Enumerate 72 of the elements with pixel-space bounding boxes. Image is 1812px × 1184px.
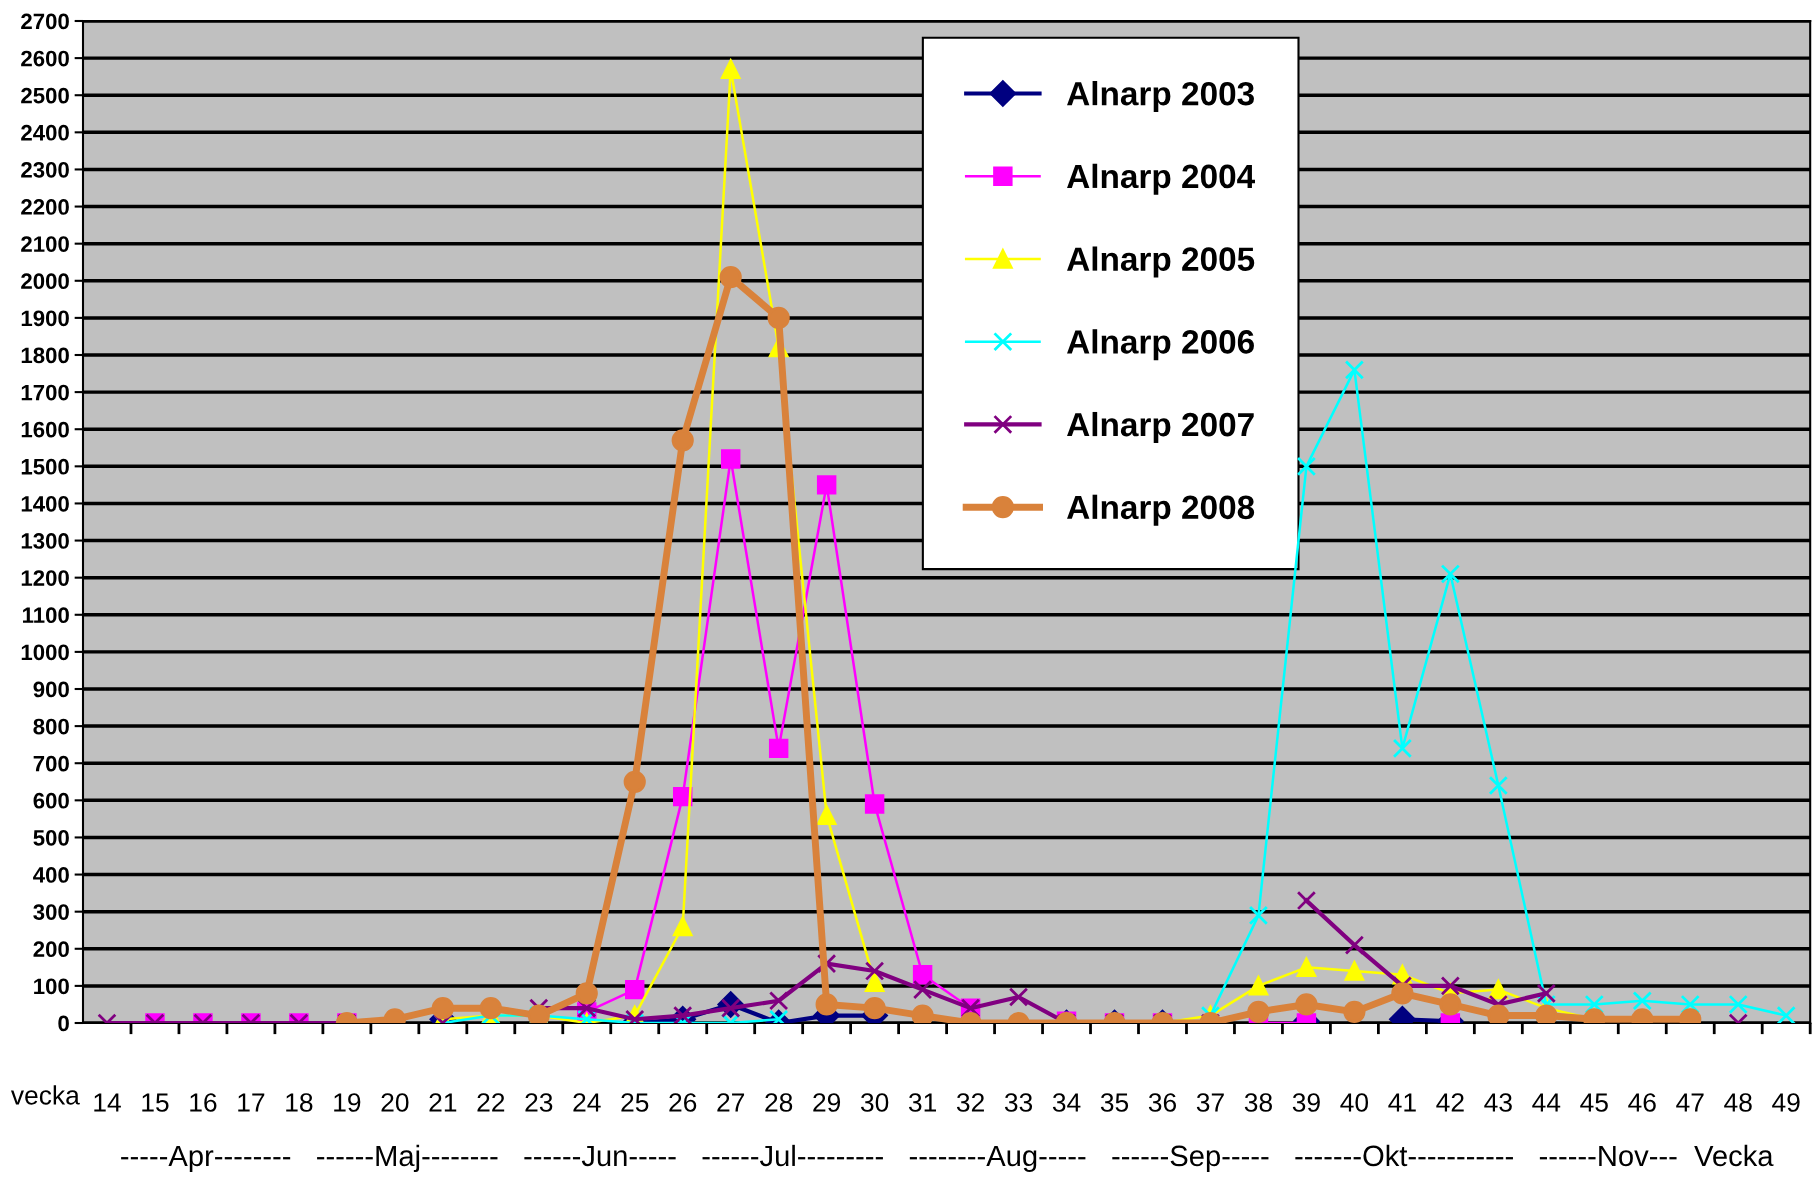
text: vecka	[10, 1085, 80, 1105]
x-tick-label: 35	[1100, 1093, 1129, 1112]
x-tick-label: 26	[669, 1093, 697, 1112]
x-tick-label: 33	[1004, 1093, 1033, 1112]
y-tick-label: 1100	[23, 607, 69, 624]
y-tick-label: 2500	[21, 87, 69, 104]
y-tick-label: 2200	[21, 199, 69, 215]
x-tick-label: 34	[1052, 1093, 1081, 1112]
x-tick-label: 46	[1628, 1093, 1656, 1112]
x-tick-label: 44	[1532, 1093, 1561, 1112]
x-tick-label: 27	[717, 1093, 745, 1112]
x-tick-label: 40	[1340, 1093, 1369, 1112]
x-tick-label: 24	[573, 1093, 601, 1112]
x-tick-label: 21	[429, 1093, 457, 1112]
y-tick-label: 300	[33, 904, 69, 920]
x-tick-label: 22	[477, 1093, 505, 1112]
x-tick-label: 39	[1292, 1093, 1320, 1112]
legend-label: Alnarp 2007	[1067, 411, 1254, 444]
x-tick-label: 29	[813, 1093, 841, 1112]
legend-label: Alnarp 2003	[1067, 81, 1254, 113]
y-tick-label: 1600	[21, 421, 69, 438]
y-tick-label: 1900	[21, 310, 69, 327]
x-tick-label: 19	[334, 1093, 361, 1112]
x-tick-label: 43	[1484, 1093, 1512, 1112]
x-tick-label: 25	[621, 1093, 649, 1112]
y-tick-label: 2400	[21, 124, 69, 141]
x-tick-label: 15	[142, 1093, 169, 1112]
x-tick-label: 14	[94, 1093, 121, 1112]
y-tick-label: 1200	[21, 570, 69, 586]
x-tick-label: 48	[1724, 1093, 1752, 1112]
x-tick-label: 23	[525, 1093, 553, 1112]
y-tick-label: 500	[33, 829, 69, 846]
y-tick-label: 2600	[21, 50, 69, 67]
legend-label: Alnarp 2008	[1067, 494, 1255, 526]
legend-label: Alnarp 2004	[1067, 163, 1255, 195]
x-tick-label: 30	[860, 1093, 889, 1112]
x-tick-label: 42	[1436, 1093, 1464, 1112]
x-tick-label: 36	[1148, 1093, 1177, 1112]
y-tick-label: 600	[33, 792, 69, 809]
y-tick-label: 1800	[21, 347, 69, 364]
legend-label: Alnarp 2005	[1067, 246, 1255, 278]
x-tick-label: 49	[1772, 1093, 1800, 1112]
y-tick-label: 1400	[21, 495, 69, 512]
y-tick-label: 2700	[21, 13, 69, 30]
y-tick-label: 900	[33, 681, 69, 698]
x-tick-label: 45	[1580, 1093, 1608, 1112]
y-tick-label: 1300	[21, 533, 69, 549]
y-tick-label: 1700	[21, 384, 69, 401]
y-tick-label: 2100	[21, 236, 69, 252]
x-axis-title: -----Apr-------- ------Maj-------- ------Jun----- ------Jul--------- --------Aug----- ------Sep----- -------Okt----------- ------Nov--- Vecka	[121, 1144, 1774, 1173]
y-tick-label: 200	[33, 941, 69, 958]
x-tick-label: 20	[381, 1093, 409, 1112]
y-tick-label: 2300	[21, 161, 69, 178]
y-tick-label: 700	[33, 755, 69, 772]
x-tick-label: 17	[238, 1093, 265, 1112]
x-tick-label: 31	[908, 1093, 936, 1112]
x-tick-label: 47	[1676, 1093, 1704, 1112]
x-tick-label: 38	[1244, 1093, 1272, 1112]
x-tick-label: 28	[765, 1093, 793, 1112]
y-tick-label: 1000	[21, 644, 69, 661]
y-tick-label: 2000	[21, 273, 69, 290]
legend-label: Alnarp 2006	[1067, 329, 1254, 361]
y-tick-label: 400	[33, 867, 69, 883]
y-tick-label: 0	[58, 1015, 69, 1032]
x-tick-label: 32	[956, 1093, 984, 1112]
y-tick-label: 100	[34, 978, 69, 995]
x-tick-label: 37	[1196, 1093, 1224, 1112]
y-tick-label: 1500	[21, 458, 69, 475]
x-tick-label: 41	[1388, 1093, 1416, 1112]
x-tick-label: 16	[190, 1093, 217, 1112]
y-tick-label: 800	[33, 718, 69, 735]
x-tick-label: 18	[286, 1093, 313, 1112]
